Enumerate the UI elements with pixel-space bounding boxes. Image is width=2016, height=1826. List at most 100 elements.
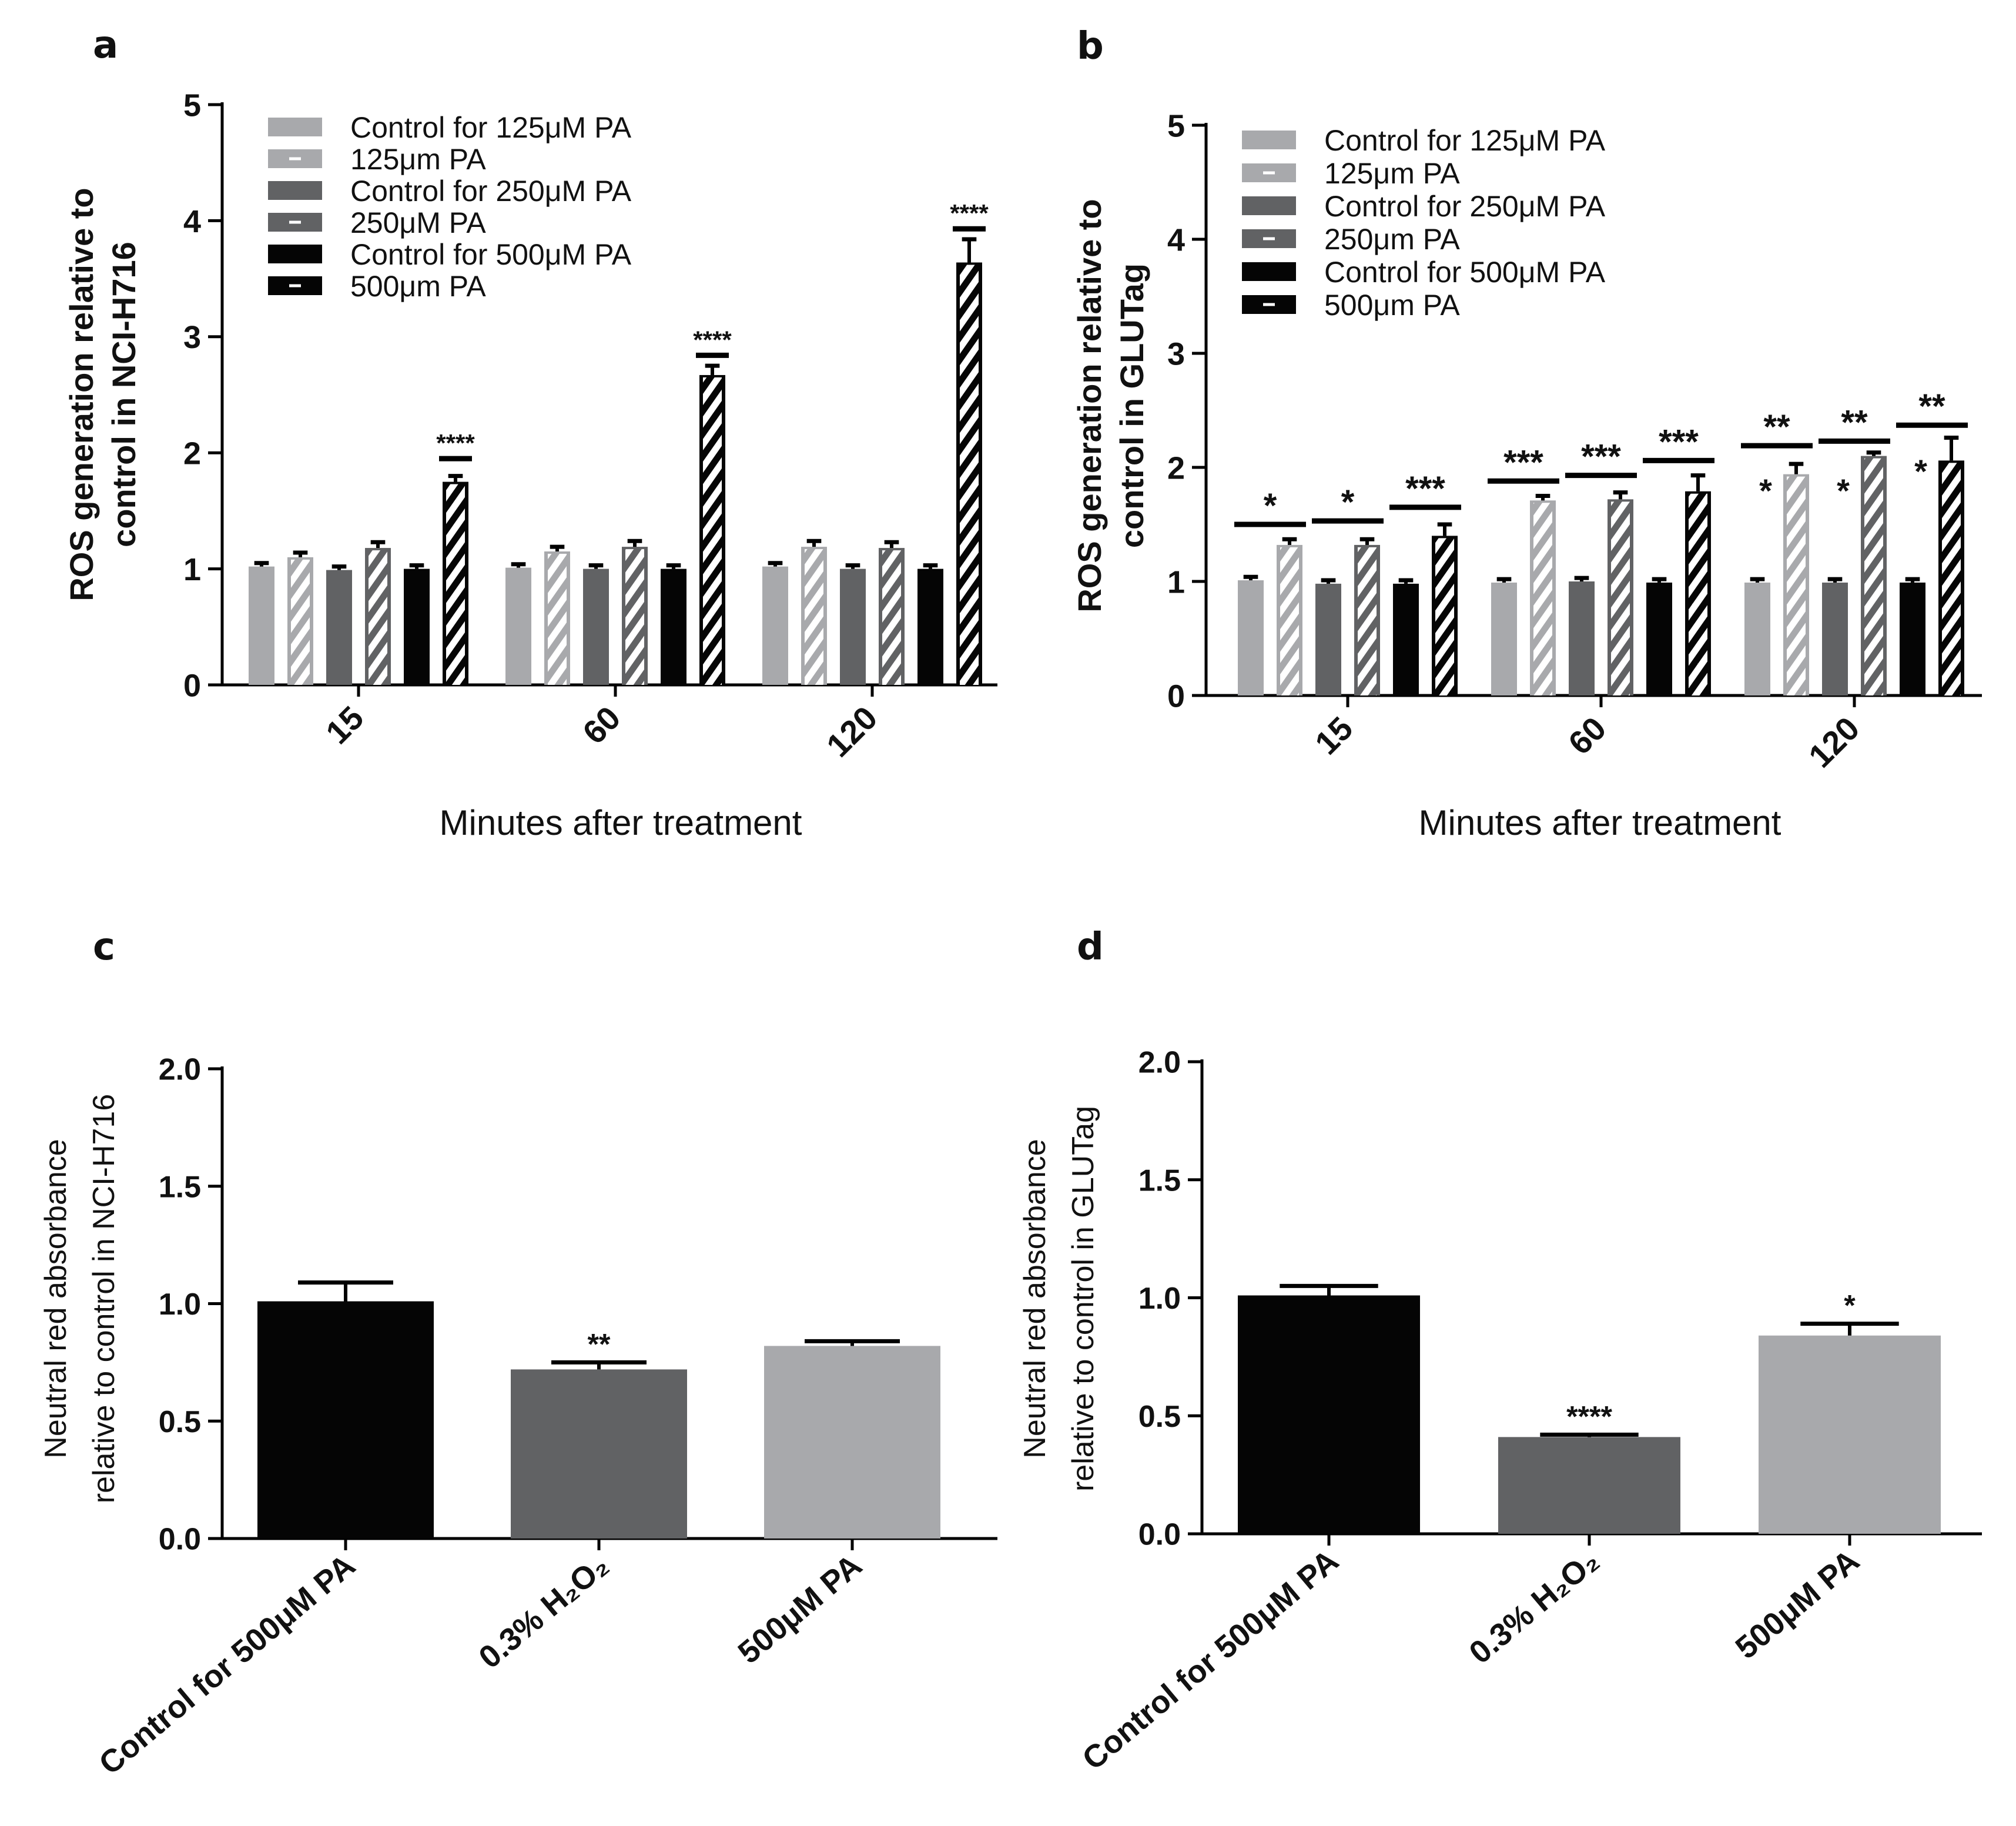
legend-swatch xyxy=(268,118,322,136)
chart-panel-d: 0.0 0.5 1.0 1.5 2.0 Neutral red absorbance rel… xyxy=(1018,1046,1982,1777)
x-tick-label: 120 xyxy=(819,699,885,764)
y-tick-label: 4 xyxy=(183,204,201,239)
y-tick-label: 5 xyxy=(1167,108,1185,143)
bar-stripes xyxy=(1280,547,1299,695)
panel-letter-b: b xyxy=(1077,25,1104,68)
bar xyxy=(249,566,274,685)
bar-stripes xyxy=(1435,538,1454,695)
bar xyxy=(404,568,430,685)
bar xyxy=(583,568,609,685)
x-tick-label: 15 xyxy=(1308,710,1360,762)
bar xyxy=(505,567,531,685)
legend-label: 500μm PA xyxy=(1324,289,1460,322)
legend-label: 500μm PA xyxy=(350,270,486,303)
y-tick-label: 4 xyxy=(1167,222,1185,257)
legend-label: Control for 250μM PA xyxy=(350,175,632,208)
x-tick-label: 60 xyxy=(575,699,628,751)
y-tick-label: 0.0 xyxy=(159,1523,201,1557)
bar-stripes xyxy=(1787,476,1806,695)
bar-stripes xyxy=(882,550,901,685)
x-tick-label: 60 xyxy=(1561,710,1613,762)
x-tick-label: 0.3% H₂O₂ xyxy=(1463,1543,1606,1671)
legend-label: 250μM PA xyxy=(350,206,486,239)
bar-stripes xyxy=(1533,503,1552,695)
x-tick-label: 500μM PA xyxy=(731,1547,868,1670)
bar xyxy=(1498,1437,1680,1534)
legend-label: 250μm PA xyxy=(1324,223,1460,256)
bar-stripes xyxy=(1358,547,1377,695)
bar-stripes xyxy=(291,559,310,685)
y-tick-label: 2.0 xyxy=(159,1053,201,1087)
y-tick-label: 3 xyxy=(1167,336,1185,372)
panel-letter-a: a xyxy=(93,24,118,67)
significance-stars: **** xyxy=(950,199,989,227)
bar-stripes xyxy=(703,377,722,685)
x-axis-title: Minutes after treatment xyxy=(1419,803,1781,842)
significance-stars: *** xyxy=(1503,443,1543,481)
x-tick-label: 120 xyxy=(1801,710,1867,775)
bar xyxy=(1393,583,1419,695)
y-tick-label: 0 xyxy=(183,668,201,703)
legend-label: Control for 125μM PA xyxy=(350,111,632,144)
bar xyxy=(1822,582,1848,695)
bar xyxy=(1238,1295,1420,1534)
y-axis-label-line-1: Neutral red absorbance xyxy=(39,1139,73,1458)
significance-stars: **** xyxy=(1566,1400,1612,1433)
y-axis-label-line-2: relative to control in GLUTag xyxy=(1066,1106,1100,1491)
y-axis-label-line-2: control in NCI-H716 xyxy=(105,242,142,547)
y-axis-label-line-2: relative to control in NCI-H716 xyxy=(87,1094,121,1504)
significance-stars: * xyxy=(1264,487,1277,525)
bar-stripes xyxy=(446,484,465,685)
bar-stripes xyxy=(548,553,567,685)
bar xyxy=(1569,581,1595,695)
chart-panel-a: 0 1 2 3 4 5 ROS generation relative to control … xyxy=(63,88,997,842)
bar xyxy=(1646,582,1672,695)
bar xyxy=(1315,583,1341,695)
x-tick-label: 500μM PA xyxy=(1729,1543,1866,1666)
bar-stripes xyxy=(625,549,644,685)
legend-label: Control for 250μM PA xyxy=(1324,190,1606,223)
y-tick-label: 5 xyxy=(183,88,201,123)
bar-stripes xyxy=(1611,501,1630,695)
y-tick-label: 1.5 xyxy=(159,1170,201,1204)
x-tick-label: Control for 500μM PA xyxy=(92,1547,361,1781)
x-axis-title: Minutes after treatment xyxy=(440,803,802,842)
bar xyxy=(1238,580,1264,695)
legend-swatch xyxy=(268,245,322,263)
bar-stripes xyxy=(960,265,979,685)
bar xyxy=(917,568,943,685)
legend-swatch xyxy=(268,181,322,200)
bar-stripes xyxy=(1942,463,1961,695)
y-axis-label-line-2: control in GLUTag xyxy=(1113,263,1150,548)
significance-marker: * xyxy=(1759,472,1772,509)
significance-marker: * xyxy=(1914,453,1927,490)
bar xyxy=(764,1346,940,1539)
y-axis-label-line-1: ROS generation relative to xyxy=(63,188,100,601)
legend-label: Control for 500μM PA xyxy=(1324,256,1606,289)
legend-swatch xyxy=(1242,262,1296,281)
bar xyxy=(1491,582,1517,695)
y-tick-label: 3 xyxy=(183,320,201,355)
panel-letter-c: c xyxy=(93,925,115,969)
significance-stars: * xyxy=(1341,483,1355,521)
significance-stars: **** xyxy=(693,326,732,353)
panel-letter-d: d xyxy=(1077,925,1104,969)
significance-stars: *** xyxy=(1405,470,1445,508)
bar-stripes xyxy=(1689,493,1707,695)
legend-label: 125μm PA xyxy=(1324,157,1460,190)
legend-label: Control for 125μM PA xyxy=(1324,124,1606,157)
bar xyxy=(762,566,788,685)
y-axis-label-line-1: ROS generation relative to xyxy=(1071,199,1108,612)
significance-marker: * xyxy=(1837,472,1850,509)
y-tick-label: 0.5 xyxy=(1138,1400,1181,1434)
x-tick-label: 15 xyxy=(319,699,371,751)
y-tick-label: 1.0 xyxy=(159,1287,201,1322)
significance-stars: ** xyxy=(1918,387,1945,426)
y-tick-label: 1.5 xyxy=(1138,1163,1181,1198)
significance-stars: *** xyxy=(1659,423,1699,461)
y-tick-label: 2 xyxy=(183,436,201,471)
bar-stripes xyxy=(1864,458,1883,695)
bar xyxy=(1744,582,1770,695)
significance-stars: ** xyxy=(588,1327,611,1360)
bar xyxy=(661,568,686,685)
